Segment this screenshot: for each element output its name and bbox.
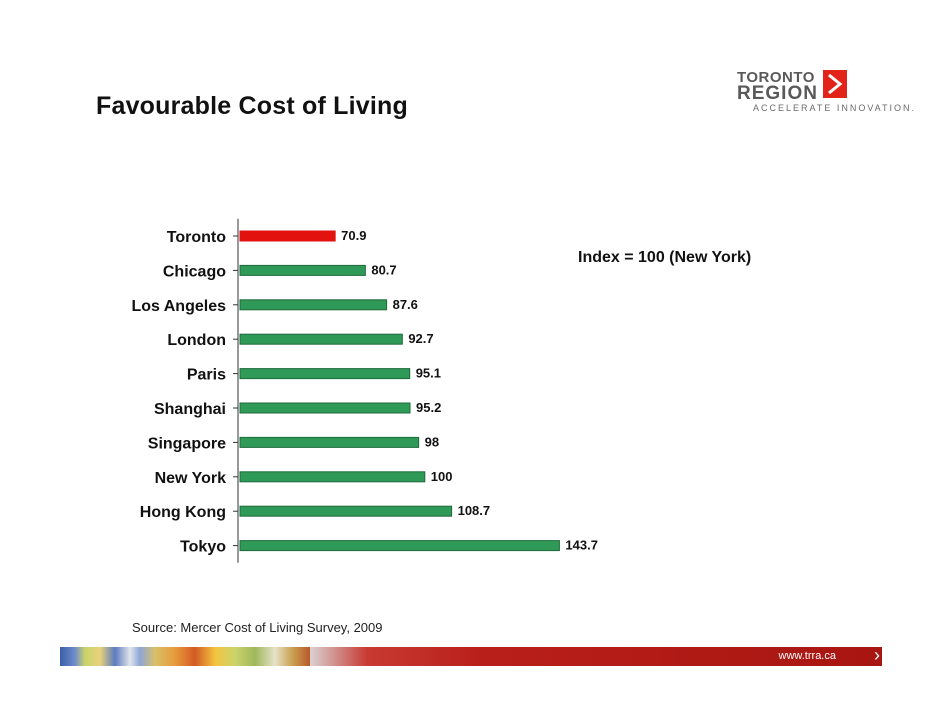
bar bbox=[239, 333, 403, 345]
data-label: 100 bbox=[431, 469, 453, 484]
footer-red-band: www.trra.ca › bbox=[310, 647, 882, 666]
category-label: London bbox=[167, 332, 226, 349]
index-annotation: Index = 100 (New York) bbox=[578, 249, 752, 266]
logo-chevron-right-icon bbox=[823, 70, 847, 98]
page-title: Favourable Cost of Living bbox=[96, 92, 408, 120]
data-label: 98 bbox=[425, 434, 439, 449]
bar bbox=[239, 299, 388, 311]
bar bbox=[239, 540, 560, 552]
footer-url: www.trra.ca bbox=[778, 650, 836, 662]
bar bbox=[239, 436, 420, 448]
bar bbox=[239, 505, 453, 517]
category-label: Paris bbox=[187, 367, 226, 384]
category-label: Singapore bbox=[148, 435, 226, 452]
bar bbox=[239, 368, 411, 380]
category-label: Shanghai bbox=[154, 401, 226, 418]
data-label: 108.7 bbox=[458, 503, 491, 518]
category-label: Chicago bbox=[163, 263, 226, 280]
bar bbox=[239, 230, 336, 242]
logo-line2: REGION bbox=[737, 83, 818, 104]
bar bbox=[239, 471, 426, 483]
data-label: 143.7 bbox=[565, 538, 598, 553]
bar bbox=[239, 402, 411, 414]
category-label: Tokyo bbox=[180, 539, 226, 556]
data-label: 80.7 bbox=[371, 262, 396, 277]
logo-tagline: ACCELERATE INNOVATION. bbox=[753, 103, 917, 113]
category-label: Hong Kong bbox=[140, 504, 226, 521]
data-label: 92.7 bbox=[408, 331, 433, 346]
logo-line1: TORONTO bbox=[737, 69, 815, 86]
data-label: 95.2 bbox=[416, 400, 441, 415]
data-label: 70.9 bbox=[341, 228, 366, 243]
source-note: Source: Mercer Cost of Living Survey, 20… bbox=[132, 620, 383, 635]
data-label: 95.1 bbox=[416, 366, 441, 381]
footer-chevron-right-icon: › bbox=[874, 647, 880, 665]
category-label: New York bbox=[155, 470, 227, 487]
category-label: Toronto bbox=[167, 229, 226, 246]
footer-bar: www.trra.ca › bbox=[60, 647, 882, 666]
footer-photo-strip bbox=[60, 647, 310, 666]
data-label: 87.6 bbox=[393, 297, 418, 312]
bar bbox=[239, 264, 366, 276]
category-label: Los Angeles bbox=[131, 298, 226, 315]
toronto-region-logo: TORONTO REGION ACCELERATE INNOVATION. bbox=[737, 69, 914, 118]
